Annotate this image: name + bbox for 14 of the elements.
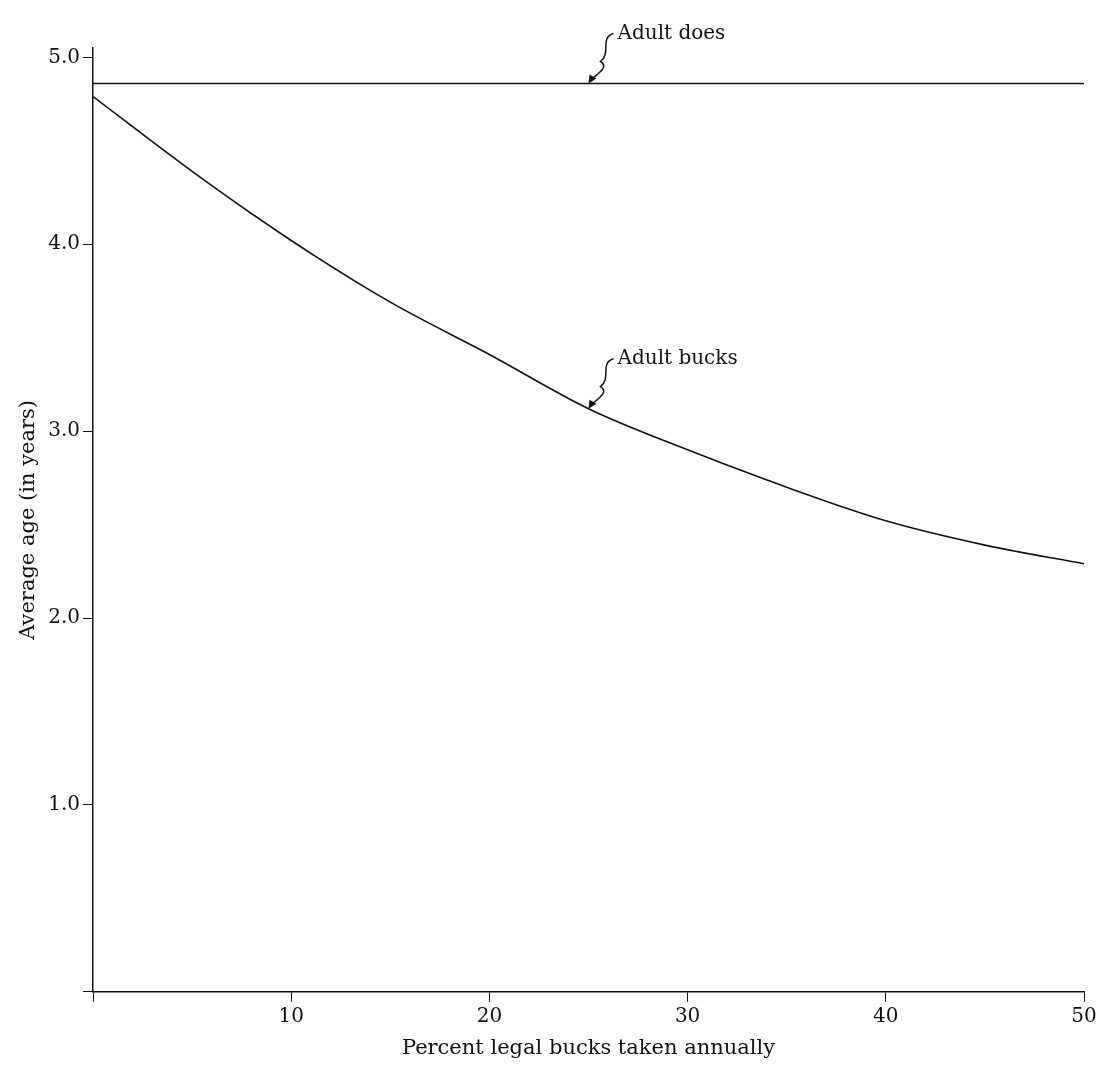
y-axis-title: Average age (in years) [15,400,40,641]
y-tick-label: 3.0 [48,417,81,442]
y-tick-label: 2.0 [48,604,81,629]
x-tick-label: 30 [674,1003,701,1027]
x-axis-title: Percent legal bucks taken annually [401,1034,776,1059]
x-tick-label: 50 [1071,1003,1097,1027]
y-tick-label: 4.0 [48,230,81,255]
series-label: Adult does [616,19,726,44]
x-tick-label: 20 [476,1003,503,1027]
y-tick-label: 5.0 [48,43,81,68]
text: Adult bucks [616,344,738,369]
x-tick-label: 40 [873,1003,899,1027]
y-tick-label: 1.0 [48,791,81,816]
x-tick-label: 10 [278,1003,304,1027]
